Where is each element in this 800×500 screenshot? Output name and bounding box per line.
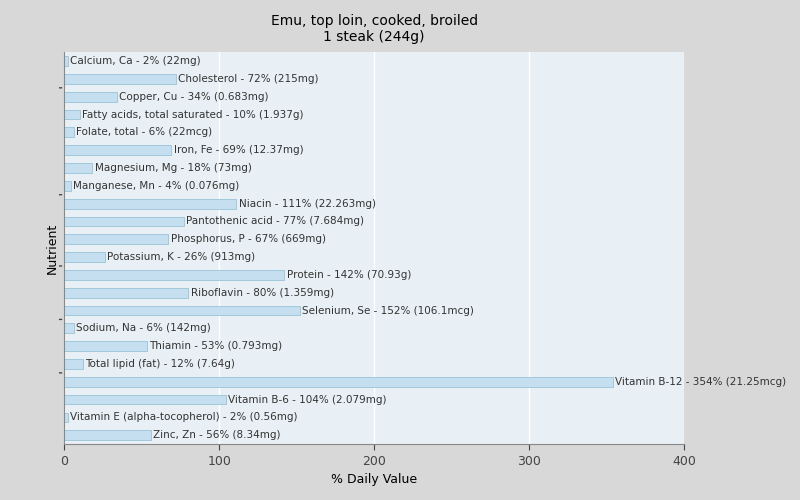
Bar (65, 163, 92, 173)
Bar (65, 342, 146, 351)
Text: Fatty acids, total saturated - 10% (1.937g): Fatty acids, total saturated - 10% (1.93… (82, 110, 304, 120)
Text: Iron, Fe - 69% (12.37mg): Iron, Fe - 69% (12.37mg) (174, 145, 303, 155)
Bar (65, 128, 74, 138)
Text: Copper, Cu - 34% (0.683mg): Copper, Cu - 34% (0.683mg) (119, 92, 269, 102)
Bar (65, 270, 284, 280)
Text: Protein - 142% (70.93g): Protein - 142% (70.93g) (286, 270, 411, 280)
X-axis label: % Daily Value: % Daily Value (331, 473, 418, 486)
Bar (65, 216, 184, 226)
Bar (65, 56, 67, 66)
Text: Riboflavin - 80% (1.359mg): Riboflavin - 80% (1.359mg) (190, 288, 334, 298)
Bar (65, 394, 226, 404)
Bar (65, 110, 80, 120)
Text: Magnesium, Mg - 18% (73mg): Magnesium, Mg - 18% (73mg) (94, 163, 251, 173)
Bar (65, 234, 168, 244)
Text: Phosphorus, P - 67% (669mg): Phosphorus, P - 67% (669mg) (170, 234, 326, 244)
Bar (65, 146, 171, 155)
Text: Vitamin B-12 - 354% (21.25mcg): Vitamin B-12 - 354% (21.25mcg) (615, 377, 786, 387)
Y-axis label: Nutrient: Nutrient (46, 222, 59, 274)
Text: Pantothenic acid - 77% (7.684mg): Pantothenic acid - 77% (7.684mg) (186, 216, 364, 226)
Text: Niacin - 111% (22.263mg): Niacin - 111% (22.263mg) (238, 198, 376, 208)
Text: Selenium, Se - 152% (106.1mcg): Selenium, Se - 152% (106.1mcg) (302, 306, 474, 316)
Title: Emu, top loin, cooked, broiled
1 steak (244g): Emu, top loin, cooked, broiled 1 steak (… (270, 14, 478, 44)
Bar (65, 252, 105, 262)
Text: Vitamin B-6 - 104% (2.079mg): Vitamin B-6 - 104% (2.079mg) (228, 394, 386, 404)
Text: Zinc, Zn - 56% (8.34mg): Zinc, Zn - 56% (8.34mg) (154, 430, 281, 440)
Bar (65, 377, 613, 386)
Text: Sodium, Na - 6% (142mg): Sodium, Na - 6% (142mg) (76, 324, 211, 334)
Bar (65, 198, 236, 208)
Text: Total lipid (fat) - 12% (7.64g): Total lipid (fat) - 12% (7.64g) (86, 359, 235, 369)
Bar (65, 412, 67, 422)
Bar (65, 288, 188, 298)
Text: Vitamin E (alpha-tocopherol) - 2% (0.56mg): Vitamin E (alpha-tocopherol) - 2% (0.56m… (70, 412, 298, 422)
Text: Cholesterol - 72% (215mg): Cholesterol - 72% (215mg) (178, 74, 318, 84)
Text: Manganese, Mn - 4% (0.076mg): Manganese, Mn - 4% (0.076mg) (73, 181, 239, 191)
Bar (65, 306, 300, 316)
Bar (65, 430, 151, 440)
Bar (65, 181, 70, 190)
Text: Folate, total - 6% (22mcg): Folate, total - 6% (22mcg) (76, 128, 212, 138)
Bar (65, 324, 74, 333)
Text: Thiamin - 53% (0.793mg): Thiamin - 53% (0.793mg) (149, 341, 282, 351)
Text: Calcium, Ca - 2% (22mg): Calcium, Ca - 2% (22mg) (70, 56, 201, 66)
Text: Potassium, K - 26% (913mg): Potassium, K - 26% (913mg) (107, 252, 255, 262)
Bar (65, 74, 176, 84)
Bar (65, 92, 117, 102)
Bar (65, 359, 83, 369)
